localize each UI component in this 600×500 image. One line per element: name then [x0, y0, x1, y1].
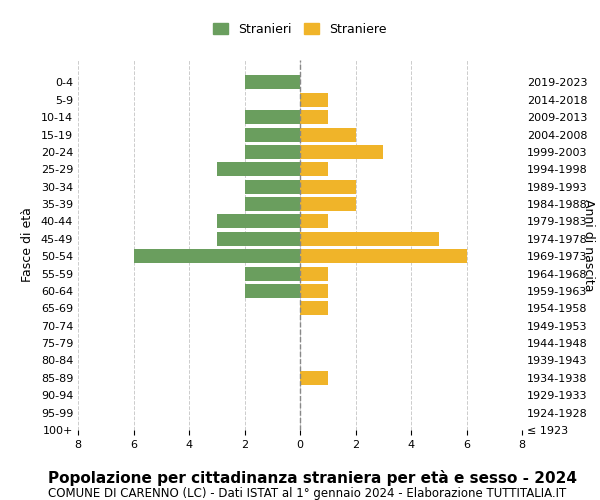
Legend: Stranieri, Straniere: Stranieri, Straniere — [208, 18, 392, 41]
Bar — [245, 76, 300, 90]
Bar — [245, 197, 300, 211]
Bar — [300, 284, 328, 298]
Text: Popolazione per cittadinanza straniera per età e sesso - 2024: Popolazione per cittadinanza straniera p… — [48, 470, 577, 486]
Bar — [300, 232, 439, 246]
Bar — [300, 197, 355, 211]
Bar — [300, 162, 328, 176]
Text: COMUNE DI CARENNO (LC) - Dati ISTAT al 1° gennaio 2024 - Elaborazione TUTTITALIA: COMUNE DI CARENNO (LC) - Dati ISTAT al 1… — [48, 488, 566, 500]
Y-axis label: Anni di nascita: Anni di nascita — [581, 198, 595, 291]
Bar — [245, 266, 300, 280]
Bar — [300, 302, 328, 316]
Bar — [245, 110, 300, 124]
Bar — [217, 232, 300, 246]
Bar — [300, 266, 328, 280]
Bar — [300, 93, 328, 106]
Bar — [300, 145, 383, 159]
Bar — [300, 128, 355, 141]
Bar — [300, 110, 328, 124]
Bar — [245, 145, 300, 159]
Bar — [245, 128, 300, 141]
Bar — [300, 371, 328, 385]
Bar — [300, 180, 355, 194]
Bar — [133, 250, 300, 263]
Bar — [217, 162, 300, 176]
Bar — [300, 214, 328, 228]
Y-axis label: Fasce di età: Fasce di età — [21, 208, 34, 282]
Bar — [245, 180, 300, 194]
Bar — [245, 284, 300, 298]
Bar — [300, 250, 467, 263]
Bar — [217, 214, 300, 228]
